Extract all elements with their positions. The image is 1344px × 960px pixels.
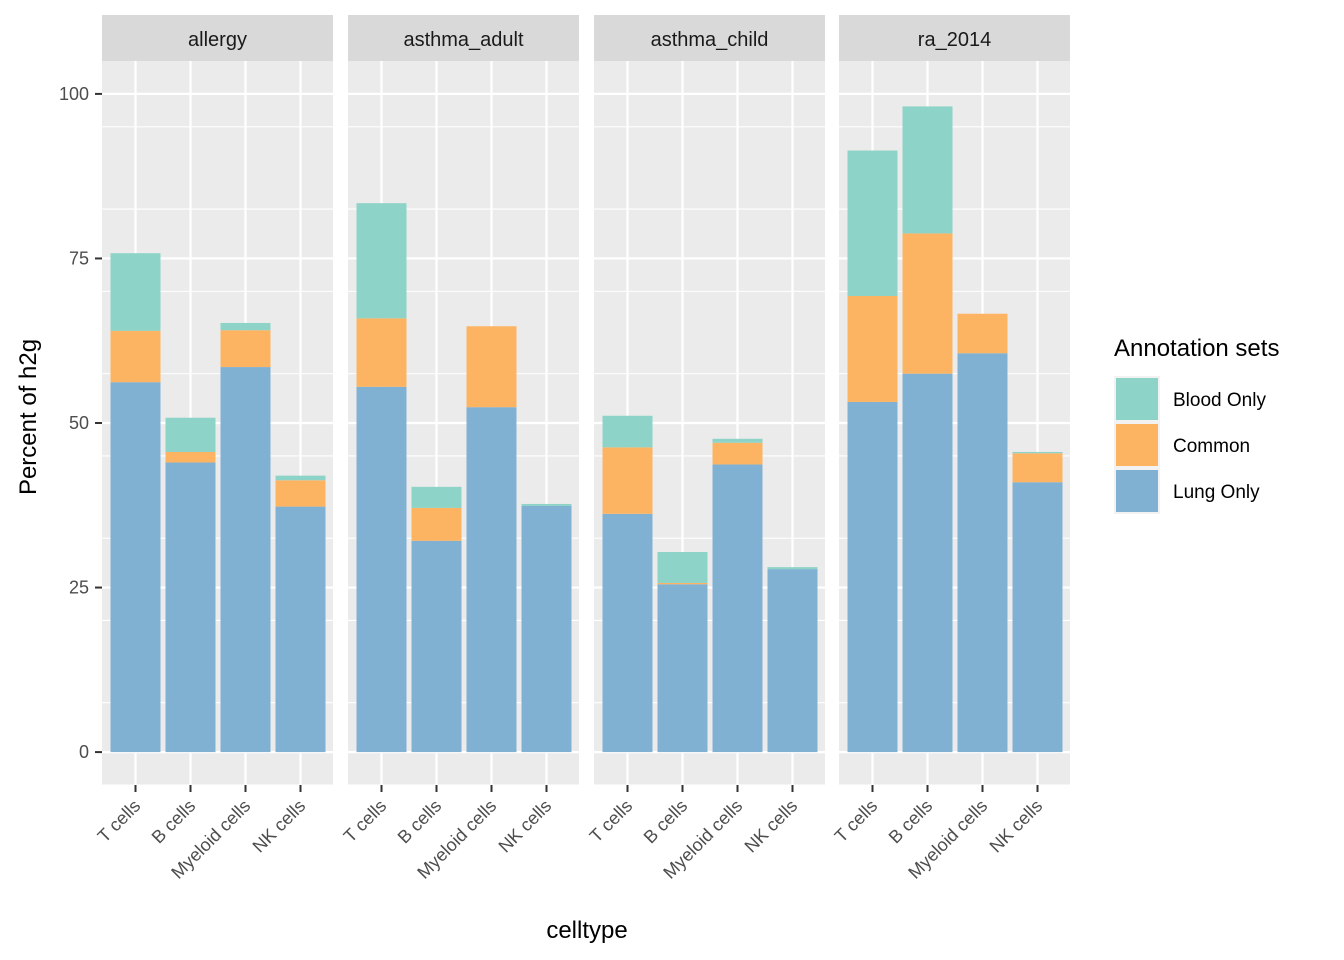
bar-blood-only (902, 106, 953, 234)
bar-lung-only (275, 506, 326, 753)
y-axis-title: Percent of h2g (15, 339, 42, 495)
x-tick-label: T cells (94, 796, 145, 847)
facet-strip-label: ra_2014 (918, 29, 991, 51)
bar-blood-only (220, 322, 271, 331)
bar-lung-only (110, 382, 161, 753)
x-tick-label: NK cells (249, 796, 310, 857)
legend-key-common (1116, 424, 1158, 466)
bar-lung-only (1012, 482, 1063, 753)
x-tick-label: B cells (640, 796, 692, 848)
bar-lung-only (847, 401, 898, 753)
facet-strip (839, 15, 1070, 61)
bar-common (957, 313, 1008, 354)
bar-blood-only (521, 503, 572, 506)
bar-blood-only (712, 438, 763, 443)
legend-label: Blood Only (1173, 390, 1266, 411)
facet-strip (102, 15, 333, 61)
bar-common (902, 233, 953, 374)
bar-common (411, 507, 462, 541)
legend-key-lung-only (1116, 470, 1158, 512)
bar-lung-only (466, 407, 517, 753)
bar-lung-only (220, 367, 271, 753)
bar-lung-only (602, 513, 653, 753)
bar-lung-only (902, 373, 953, 753)
legend: Annotation sets Blood Only Common Lung Onl… (1114, 335, 1279, 514)
y-tick-label: 75 (69, 248, 89, 268)
bar-lung-only (957, 353, 1008, 753)
legend-label: Lung Only (1173, 482, 1260, 503)
facet-strip (348, 15, 579, 61)
bar-common (220, 330, 271, 368)
x-tick-label: B cells (394, 796, 446, 848)
bar-common (602, 447, 653, 514)
bar-lung-only (521, 505, 572, 753)
y-tick-label: 100 (59, 84, 89, 104)
bar-lung-only (411, 540, 462, 753)
bar-blood-only (657, 552, 708, 583)
bar-blood-only (1012, 451, 1063, 454)
bar-common (657, 582, 708, 585)
bar-common (165, 451, 216, 463)
facet-strip-label: allergy (188, 29, 247, 51)
facet-strip (594, 15, 825, 61)
bar-lung-only (712, 464, 763, 753)
bar-blood-only (847, 150, 898, 296)
y-tick-label: 50 (69, 413, 89, 433)
bar-common (847, 295, 898, 402)
bar-lung-only (165, 462, 216, 753)
bar-blood-only (602, 415, 653, 448)
bar-common (712, 442, 763, 465)
x-tick-label: T cells (340, 796, 391, 847)
y-axis: 0 25 50 75 100 (59, 84, 102, 762)
bar-common (275, 480, 326, 507)
facet-strip-label: asthma_adult (403, 29, 524, 51)
x-axis-title: celltype (546, 917, 627, 944)
legend-title: Annotation sets (1114, 335, 1279, 362)
bar-blood-only (767, 567, 818, 570)
x-tick-label: NK cells (495, 796, 556, 857)
bar-common (356, 318, 407, 387)
y-tick-label: 25 (69, 578, 89, 598)
y-tick-label: 0 (79, 742, 89, 762)
x-tick-label: B cells (885, 796, 937, 848)
x-tick-label: NK cells (741, 796, 802, 857)
x-tick-label: NK cells (986, 796, 1047, 857)
bar-common (466, 326, 517, 408)
bar-common (110, 330, 161, 383)
bar-lung-only (767, 569, 818, 753)
bar-lung-only (356, 386, 407, 753)
legend-label: Common (1173, 436, 1250, 457)
x-tick-label: T cells (586, 796, 637, 847)
bar-common (1012, 453, 1063, 483)
bar-lung-only (657, 584, 708, 753)
x-tick-label: T cells (831, 796, 882, 847)
facet-strip-label: asthma_child (651, 29, 769, 51)
bar-blood-only (110, 253, 161, 331)
bar-blood-only (165, 417, 216, 452)
legend-key-blood-only (1116, 378, 1158, 420)
bar-blood-only (275, 475, 326, 481)
x-tick-label: B cells (148, 796, 200, 848)
bar-blood-only (411, 486, 462, 508)
bar-blood-only (356, 203, 407, 319)
